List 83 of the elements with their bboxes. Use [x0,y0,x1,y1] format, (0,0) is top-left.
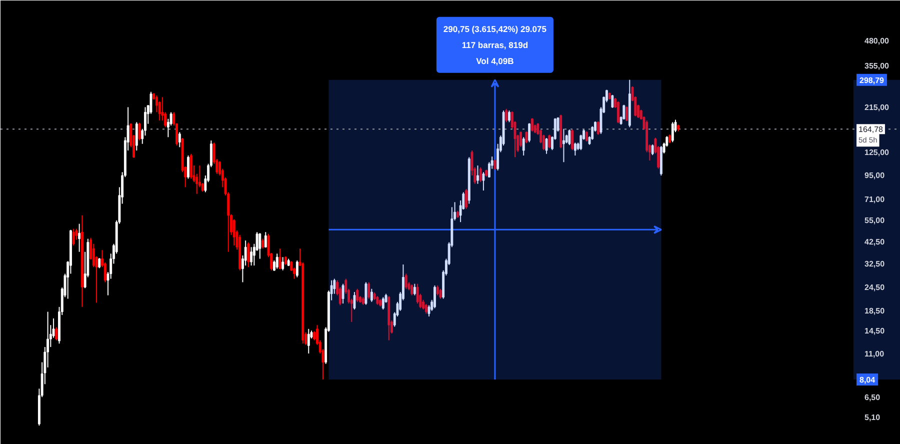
candlestick [98,258,101,269]
candlestick [356,288,359,302]
candlestick [568,129,571,146]
y-tick-label: 6,50 [864,393,881,402]
y-tick-label: 24,50 [864,283,886,292]
candlestick [530,118,534,132]
candlestick [508,110,510,123]
candlestick [596,120,600,136]
y-tick-label: 5,10 [864,413,881,422]
candlestick [135,122,138,151]
y-tick-label: 355,00 [864,62,890,71]
candlestick [258,232,262,260]
candlestick [247,242,250,268]
candlestick [264,232,267,248]
candlestick [307,328,310,354]
candlestick [494,159,496,170]
candlestick [436,284,439,296]
candlestick [150,91,152,114]
candlestick [313,330,316,341]
band-label: 290,75 (3.615,42%) 29.075 117 barras, 819d Vol 4,09B [443,24,547,66]
candlestick [413,283,416,296]
candlestick [571,129,574,151]
candlestick [368,282,370,300]
candlestick [276,253,278,270]
candlestick [282,256,284,271]
candlestick [342,283,344,304]
candlestick [651,144,654,156]
candlestick [476,164,479,184]
candlestick [611,94,614,108]
annotation: 8,04 [860,375,876,384]
candlestick [562,128,565,163]
candlestick [548,134,551,149]
candlestick [250,246,253,266]
annotation: 298,79 [860,76,885,85]
candlestick [439,288,442,300]
y-tick-label: 32,50 [864,260,886,269]
y-tick-label: 11,00 [864,350,885,359]
candlestick [616,101,620,124]
candlestick [138,122,141,141]
candlestick [434,284,436,309]
candlestick [416,283,419,304]
candlestick [505,108,508,123]
candlestick [479,166,482,183]
y-tick-label: 55,00 [864,216,886,226]
candlestick [262,238,264,250]
candlestick [525,131,528,144]
candlestick [364,282,368,306]
candlestick [671,122,674,143]
candlestick [585,130,588,142]
candlestick [278,248,282,270]
candlestick [574,142,576,156]
candlestick [522,136,525,156]
candlestick [520,131,522,148]
candlestick [542,134,545,151]
candlestick [330,280,333,301]
candlestick [370,288,373,302]
candlestick [404,273,408,290]
y-tick-label: 71,00 [864,194,886,204]
candlestick [72,228,75,246]
y-tick-label: 18,50 [864,306,886,316]
candlestick [545,138,548,154]
candlestick [78,223,81,252]
candlestick [528,122,531,143]
y-tick-label: 14,50 [864,326,886,336]
candlestick [465,188,468,210]
y-tick-label: 125,00 [864,148,890,158]
candlestick [622,104,626,120]
candlestick [353,292,356,310]
candlestick [296,260,298,278]
candlestick [187,155,190,180]
candlestick [178,132,181,148]
candlestick [55,326,58,341]
candlestick [626,106,628,122]
candlestick [232,218,236,246]
candlestick [482,172,485,192]
candlestick [424,303,428,314]
y-tick-label: 42,50 [864,237,886,246]
candlestick [382,296,384,310]
y-tick-label: 95,00 [864,170,886,180]
candlestick [410,284,414,296]
y-tick-label: 215,00 [864,103,890,112]
y-tick-label: 480,00 [864,36,890,46]
candlestick [190,153,192,180]
